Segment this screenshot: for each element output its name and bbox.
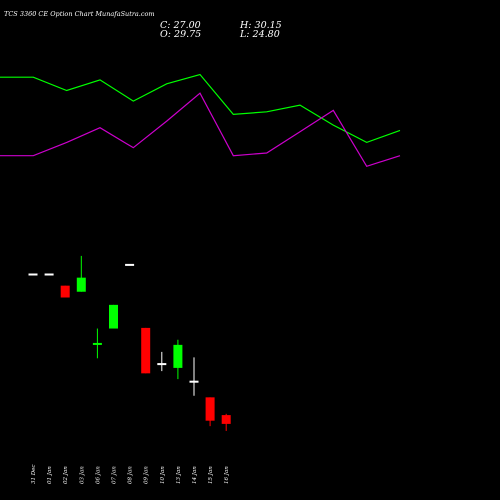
x-tick-label: 15 Jan <box>208 466 214 484</box>
candle-body <box>109 304 118 329</box>
high-readout: H: 30.15 <box>240 20 282 31</box>
x-tick-label: 06 Jan <box>95 466 101 484</box>
x-tick-label: 01 Jan <box>47 466 53 484</box>
open-value: 29.75 <box>174 29 202 40</box>
candle-body <box>28 273 38 276</box>
candle-body <box>189 380 199 383</box>
candle-body <box>60 285 70 298</box>
x-tick-label: 13 Jan <box>176 466 182 484</box>
candle-body <box>157 363 167 366</box>
candle-body <box>141 327 151 374</box>
low-readout: L: 24.80 <box>240 29 280 40</box>
open-readout: O: 29.75 <box>160 29 201 40</box>
high-value: 30.15 <box>254 20 282 31</box>
low-value: 24.80 <box>252 29 280 40</box>
indicator-line-1 <box>0 73 401 144</box>
x-tick-label: 16 Jan <box>224 466 230 484</box>
candle-body <box>44 273 54 276</box>
candle-body <box>76 277 86 292</box>
candle-body <box>125 263 135 266</box>
x-tick-label: 09 Jan <box>144 466 150 484</box>
close-value: 27.00 <box>173 20 201 31</box>
x-tick-label: 31 Dec <box>31 465 37 485</box>
candle-body <box>92 342 102 345</box>
x-tick-label: 02 Jan <box>63 466 69 484</box>
chart-title: TCS 3360 CE Option Chart MunafaSutra.com <box>4 10 155 18</box>
x-tick-label: 08 Jan <box>128 466 134 484</box>
candle-body <box>221 415 231 424</box>
x-tick-label: 07 Jan <box>112 466 118 484</box>
x-tick-label: 10 Jan <box>160 466 166 484</box>
close-label: C: <box>160 20 171 31</box>
close-readout: C: 27.00 <box>160 20 201 31</box>
x-tick-label: 03 Jan <box>79 466 85 484</box>
candle-body <box>173 344 183 368</box>
x-tick-label: 14 Jan <box>192 466 198 484</box>
candle-body <box>205 397 215 421</box>
high-label: H: <box>240 20 252 31</box>
low-label: L: <box>240 29 250 40</box>
open-label: O: <box>160 29 171 40</box>
indicator-line-2 <box>0 92 401 168</box>
